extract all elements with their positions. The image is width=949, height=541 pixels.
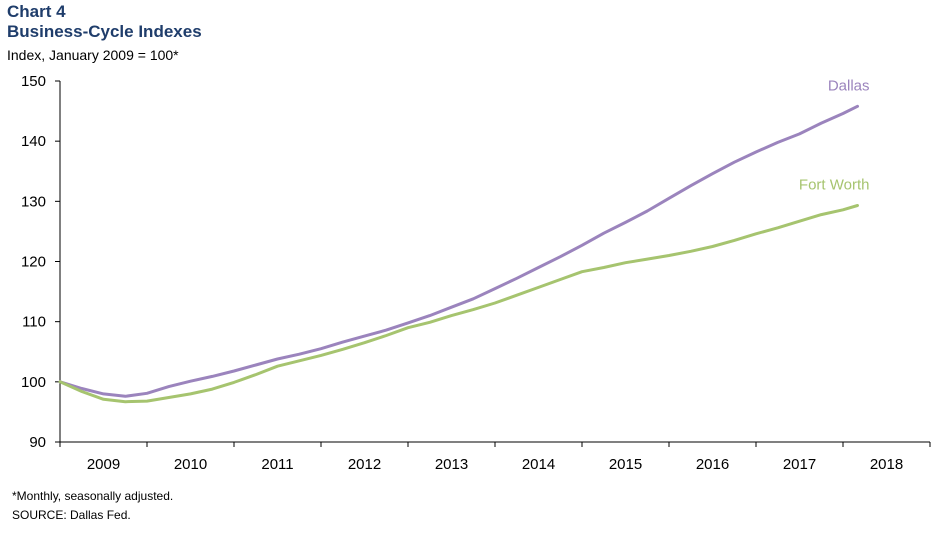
- series-line-fort-worth: [58, 204, 859, 404]
- y-axis-unit-label: Index, January 2009 = 100*: [7, 47, 179, 63]
- source-note: SOURCE: Dallas Fed.: [12, 508, 131, 522]
- chart-title: Business-Cycle Indexes: [7, 22, 202, 41]
- x-tick-label: 2012: [348, 456, 381, 473]
- y-tick-label: 140: [21, 133, 46, 150]
- y-tick-label: 120: [21, 254, 46, 271]
- chart-number: Chart 4: [7, 2, 66, 21]
- y-tick-label: 150: [21, 73, 46, 90]
- x-tick-label: 2011: [261, 456, 293, 473]
- x-tick-label: 2017: [783, 456, 816, 473]
- y-tick-label: 90: [29, 434, 46, 451]
- x-tick-label: 2013: [435, 456, 468, 473]
- series-label-fort-worth: Fort Worth: [799, 177, 870, 194]
- x-tick-label: 2009: [87, 456, 120, 473]
- x-tick-label: 2014: [522, 456, 555, 473]
- x-tick-label: 2016: [696, 456, 729, 473]
- x-tick-label: 2015: [609, 456, 642, 473]
- x-tick-label: 2018: [870, 456, 903, 473]
- y-tick-label: 100: [21, 374, 46, 391]
- footnote: *Monthly, seasonally adjusted.: [12, 489, 174, 503]
- y-tick-label: 130: [21, 193, 46, 210]
- series-label-dallas: Dallas: [828, 77, 870, 94]
- series-line-dallas: [58, 104, 859, 398]
- x-tick-label: 2010: [174, 456, 207, 473]
- y-tick-label: 110: [22, 314, 46, 331]
